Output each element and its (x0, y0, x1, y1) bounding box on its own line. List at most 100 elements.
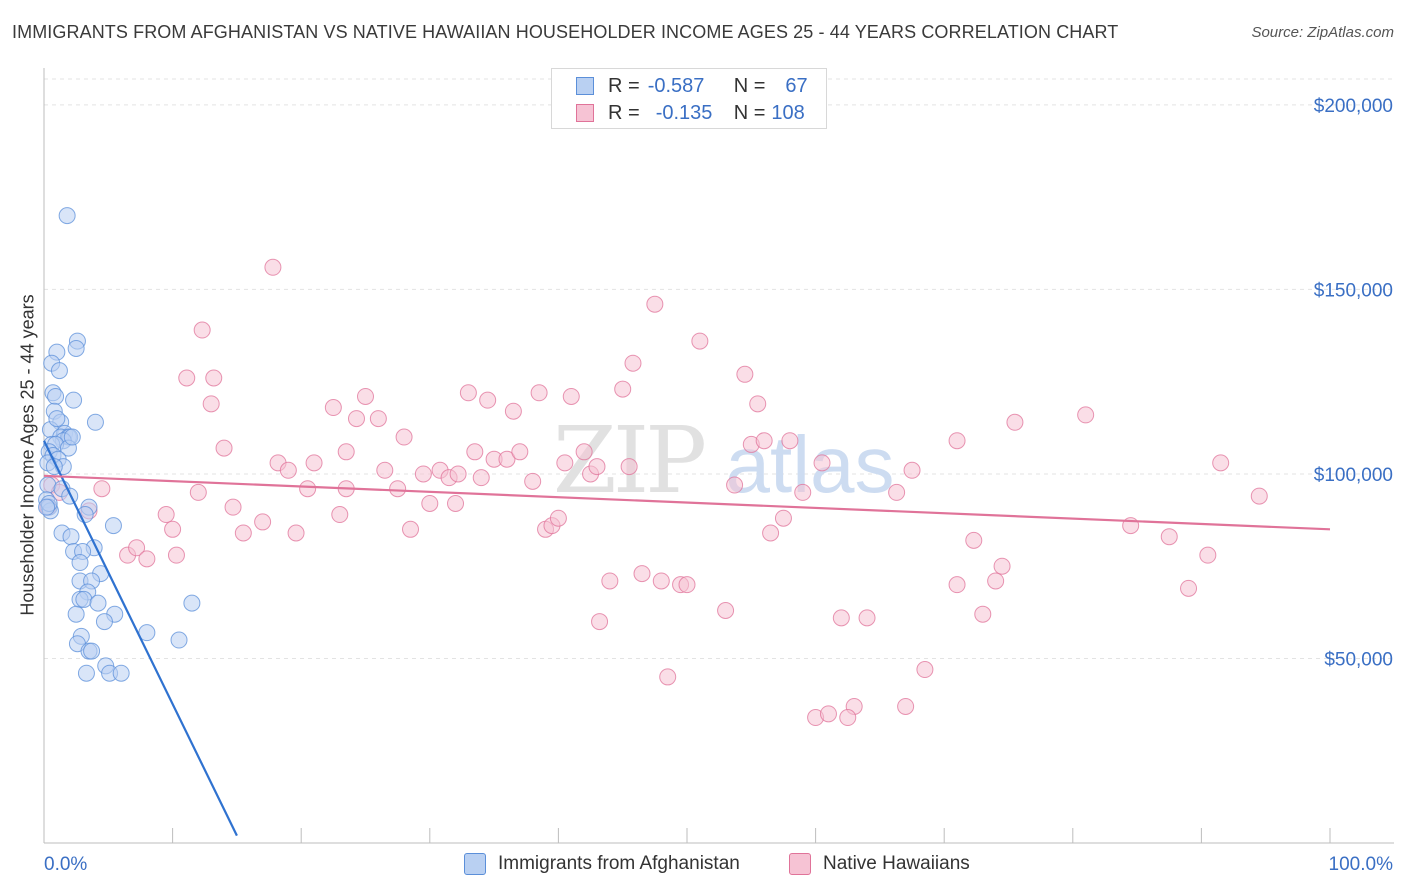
y-tick-label: $50,000 (1324, 649, 1393, 670)
hawaiian-point (287, 524, 305, 542)
legend-swatch-blue (576, 77, 594, 95)
hawaiian-point (128, 539, 146, 557)
afghanistan-point (170, 631, 188, 649)
hawaiian-point (755, 432, 773, 450)
source-credit: Source: ZipAtlas.com (1251, 24, 1394, 41)
trendline-hawaiians (43, 474, 1331, 531)
legend-row-hawaiians: R = -0.135 N = 108 (576, 101, 805, 125)
hawaiian-point (974, 605, 992, 623)
afghanistan-point (89, 594, 107, 612)
series-immigrants-afghanistan (38, 207, 201, 682)
hawaiian-point (1180, 579, 1198, 597)
chart-title: IMMIGRANTS FROM AFGHANISTAN VS NATIVE HA… (12, 22, 1119, 42)
hawaiian-point (324, 399, 342, 417)
hawaiian-point (588, 458, 606, 476)
hawaiian-point (652, 572, 670, 590)
hawaiian-point (832, 609, 850, 627)
hawaiian-point (1250, 487, 1268, 505)
y-tick-label: $200,000 (1314, 96, 1393, 117)
hawaiian-point (1006, 413, 1024, 431)
hawaiian-point (726, 476, 744, 494)
afghanistan-point (95, 613, 113, 631)
hawaiian-point (511, 443, 529, 461)
hawaiian-point (620, 458, 638, 476)
hawaiian-point (530, 384, 548, 402)
watermark: ZIP atlas (553, 407, 895, 514)
hawaiian-point (299, 480, 317, 498)
hawaiian-point (819, 705, 837, 723)
hawaiian-point (254, 513, 272, 531)
hawaiian-point (897, 697, 915, 715)
afghanistan-point (112, 664, 130, 682)
series-native-hawaiians (39, 258, 1268, 727)
hawaiian-point (202, 395, 220, 413)
hawaiian-point (774, 509, 792, 527)
hawaiian-point (402, 520, 420, 538)
hawaiian-point (234, 524, 252, 542)
hawaiian-point (1160, 528, 1178, 546)
hawaiian-point (459, 384, 477, 402)
x-tick-label-min: 0.0% (44, 854, 87, 875)
hawaiian-point (1199, 546, 1217, 564)
afghanistan-point (77, 664, 95, 682)
correlation-legend: R = -0.587 N = 67 R = -0.135 N = 108 (551, 68, 827, 129)
hawaiian-point (357, 387, 374, 405)
hawaiian-point (279, 461, 297, 479)
hawaiian-point (601, 572, 619, 590)
hawaiian-point (591, 613, 609, 631)
hawaiian-point (858, 609, 876, 627)
hawaiian-point (395, 428, 413, 446)
tick-labels: $50,000 $100,000 $150,000 $200,000 0.0% 100.0… (44, 96, 1393, 875)
hawaiian-point (575, 443, 593, 461)
hawaiian-point (157, 506, 175, 524)
afghanistan-point (62, 528, 80, 546)
legend-n-value: 108 (771, 101, 805, 124)
hawaiian-point (414, 465, 432, 483)
hawaiian-point (138, 550, 156, 568)
legend-r-value: -0.135 (655, 101, 713, 124)
legend-r-label: R = (608, 101, 640, 124)
gridlines (44, 78, 1394, 659)
hawaiian-point (1077, 406, 1095, 424)
hawaiian-point (498, 450, 516, 468)
afghanistan-point (39, 476, 57, 494)
bottom-legend-afghanistan: Immigrants from Afghanistan (464, 852, 740, 876)
y-tick-label: $100,000 (1314, 465, 1393, 486)
hawaiian-point (178, 369, 196, 387)
hawaiian-point (215, 439, 233, 457)
legend-n-label: N = (733, 101, 766, 124)
trendline-afghanistan (43, 440, 238, 837)
afghanistan-point (63, 428, 81, 446)
bottom-legend-label-hawaiians: Native Hawaiians (823, 853, 970, 874)
hawaiian-point (189, 483, 207, 501)
afghanistan-point (67, 605, 85, 623)
afghanistan-point (48, 410, 66, 428)
hawaiian-point (762, 524, 780, 542)
hawaiian-point (337, 443, 355, 461)
hawaiian-point (305, 454, 323, 472)
hawaiian-point (614, 380, 632, 398)
hawaiian-point (466, 443, 484, 461)
afghanistan-point (83, 642, 101, 660)
hawaiian-point (167, 546, 185, 564)
afghanistan-point (38, 498, 56, 516)
hawaiian-point (903, 461, 921, 479)
hawaiian-point (633, 565, 651, 583)
hawaiian-point (948, 576, 966, 594)
hawaiian-point (794, 483, 812, 501)
trendlines (43, 440, 1331, 837)
hawaiian-point (205, 369, 223, 387)
afghanistan-point (61, 487, 79, 505)
afghanistan-point (104, 517, 122, 535)
afghanistan-point (75, 590, 93, 608)
afghanistan-point (58, 207, 76, 225)
hawaiian-point (562, 387, 580, 405)
hawaiian-point (987, 572, 1005, 590)
hawaiian-point (449, 465, 467, 483)
afghanistan-point (67, 339, 85, 357)
legend-r-value: -0.587 (647, 74, 705, 97)
bottom-legend-label-afghanistan: Immigrants from Afghanistan (498, 853, 740, 874)
x-tick-label-max: 100.0% (1329, 854, 1394, 875)
hawaiian-point (331, 506, 349, 524)
